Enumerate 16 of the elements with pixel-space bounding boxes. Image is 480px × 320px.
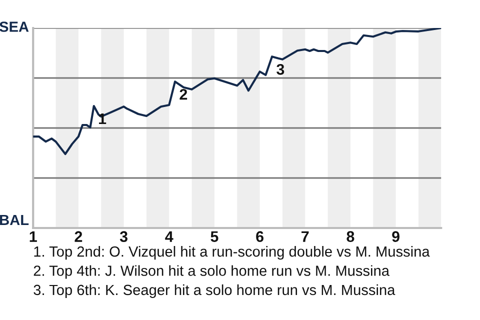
text: 1. Top 2nd: O. Vizquel hit a run-scoring double vs M. Mussina	[34, 246, 430, 260]
text: 3. Top 6th: K. Seager hit a solo home run vs M. Mussina	[34, 284, 396, 298]
x-tick-label: 9	[392, 231, 400, 242]
x-tick-label: 1	[30, 231, 37, 242]
x-tick-label: 7	[302, 231, 309, 242]
text: 2. Top 4th: J. Wilson hit a solo home run vs M. Mussina	[34, 265, 390, 279]
x-tick-label: 6	[256, 231, 264, 242]
annotation: 3	[276, 64, 284, 75]
x-tick-label: 3	[120, 231, 128, 242]
x-tick-label: 4	[165, 231, 174, 242]
x-tick-label: 8	[346, 231, 354, 242]
annotation: 2	[180, 88, 188, 100]
x-tick-label: 2	[74, 231, 82, 242]
text: BAL	[0, 214, 29, 225]
x-tick-label: 5	[210, 231, 218, 242]
annotation: 1	[98, 114, 106, 124]
